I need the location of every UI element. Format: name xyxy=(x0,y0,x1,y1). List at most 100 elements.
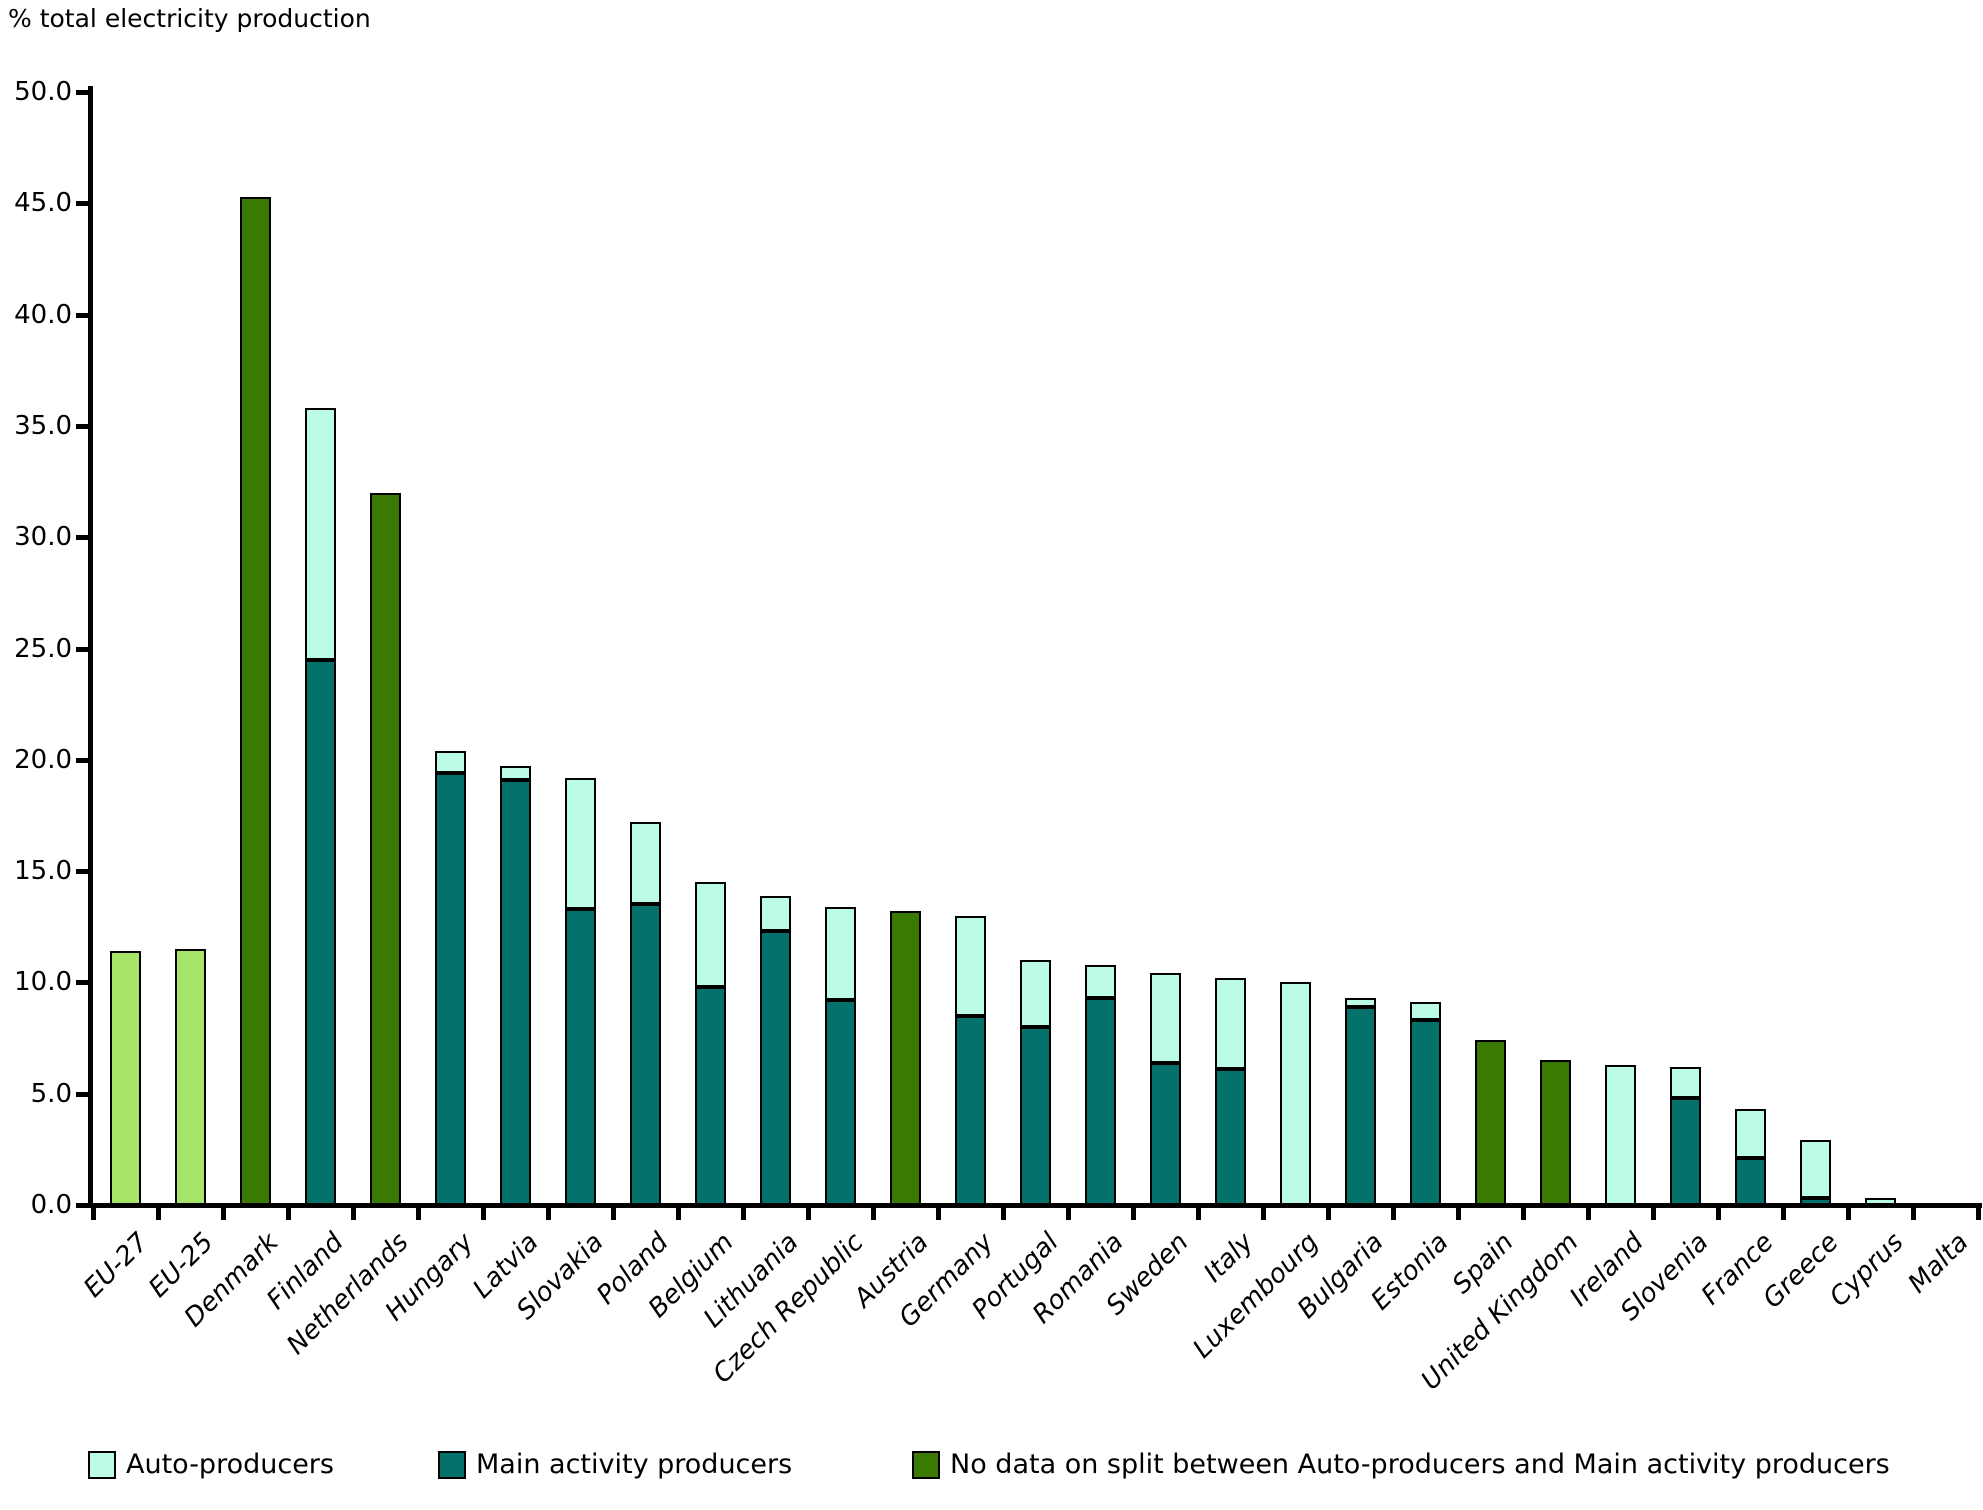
bar-segment-auto-belgium xyxy=(695,882,726,987)
x-tick xyxy=(1911,1205,1916,1220)
x-tick xyxy=(1001,1205,1006,1220)
y-tick-label: 30.0 xyxy=(14,522,72,553)
bar-segment-main-slovenia xyxy=(1670,1098,1701,1205)
y-tick-label: 35.0 xyxy=(14,410,72,441)
bar-segment-main-estonia xyxy=(1410,1020,1441,1205)
x-tick xyxy=(351,1205,356,1220)
bar-segment-main-sweden xyxy=(1150,1062,1181,1205)
x-tick xyxy=(611,1205,616,1220)
bar-segment-auto-ireland xyxy=(1605,1064,1636,1205)
y-tick xyxy=(76,312,91,318)
bar-segment-auto-estonia xyxy=(1410,1002,1441,1021)
y-tick xyxy=(76,90,91,95)
y-tick xyxy=(76,980,91,986)
bar-segment-auto-slovakia xyxy=(565,777,596,909)
bar-segment-main-latvia xyxy=(500,779,531,1205)
y-tick-label: 25.0 xyxy=(14,633,72,664)
x-tick xyxy=(1586,1205,1591,1220)
x-tick xyxy=(1521,1205,1526,1220)
no-data-split-swatch-icon xyxy=(912,1451,940,1479)
y-tick-label: 45.0 xyxy=(14,188,72,219)
x-tick xyxy=(1066,1205,1071,1220)
bar-segment-auto-germany xyxy=(955,915,986,1016)
bar-segment-main-finland xyxy=(305,659,336,1205)
legend-label: No data on split between Auto-producers … xyxy=(950,1449,1890,1480)
bar-segment-main-belgium xyxy=(695,986,726,1205)
x-tick xyxy=(741,1205,746,1220)
y-tick xyxy=(76,535,91,541)
bar-segment-main-italy xyxy=(1215,1069,1246,1205)
bar-segment-auto-bulgaria xyxy=(1345,997,1376,1007)
legend-label: Auto-producers xyxy=(126,1449,334,1480)
y-tick xyxy=(76,869,91,875)
bar-segment-auto-sweden xyxy=(1150,973,1181,1063)
x-axis-label-malta: Malta xyxy=(1902,1227,1975,1300)
bar-segment-main-france xyxy=(1735,1158,1766,1205)
y-tick-label: 10.0 xyxy=(14,967,72,998)
bar-segment-auto-finland xyxy=(305,408,336,660)
x-tick xyxy=(221,1205,226,1220)
y-tick xyxy=(76,1091,91,1097)
x-tick xyxy=(1846,1205,1851,1220)
bar-segment-auto-hungary xyxy=(435,750,466,774)
x-tick xyxy=(676,1205,681,1220)
y-tick xyxy=(76,423,91,429)
main-activity-producers-swatch-icon xyxy=(438,1451,466,1479)
bar-segment-auto-czech-republic xyxy=(825,906,856,1001)
bar-segment-main-portugal xyxy=(1020,1026,1051,1205)
bar-segment-auto-italy xyxy=(1215,977,1246,1070)
bar-segment-auto-france xyxy=(1735,1109,1766,1159)
x-tick xyxy=(156,1205,161,1220)
x-tick xyxy=(481,1205,486,1220)
bar-segment-main-czech-republic xyxy=(825,1000,856,1205)
bar-segment-nodata-netherlands xyxy=(370,492,401,1205)
x-tick xyxy=(1131,1205,1136,1220)
y-tick xyxy=(76,1203,91,1208)
y-tick xyxy=(76,201,91,207)
y-tick xyxy=(76,646,91,652)
y-tick-label: 50.0 xyxy=(14,77,72,107)
x-tick xyxy=(871,1205,876,1220)
x-axis-label-italy: Italy xyxy=(1197,1227,1260,1289)
y-tick-label: 40.0 xyxy=(14,299,72,330)
bar-segment-auto-greece xyxy=(1800,1140,1831,1199)
x-tick xyxy=(1716,1205,1721,1220)
bar-segment-nodata-austria xyxy=(890,911,921,1205)
x-tick xyxy=(91,1205,96,1220)
bar-segment-main-greece xyxy=(1800,1198,1831,1205)
x-tick xyxy=(1781,1205,1786,1220)
y-tick-label: 0.0 xyxy=(30,1190,72,1220)
bar-segment-main-bulgaria xyxy=(1345,1006,1376,1205)
x-axis-label-eu-27: EU-27 xyxy=(77,1227,155,1304)
bar-segment-auto-slovenia xyxy=(1670,1066,1701,1099)
x-tick xyxy=(416,1205,421,1220)
x-tick xyxy=(1651,1205,1656,1220)
x-tick xyxy=(286,1205,291,1220)
y-axis-title: % total electricity production xyxy=(8,4,371,33)
bar-segment-auto-cyprus xyxy=(1865,1198,1896,1205)
legend-label: Main activity producers xyxy=(476,1449,793,1480)
x-tick xyxy=(1261,1205,1266,1220)
x-tick xyxy=(1456,1205,1461,1220)
bar-segment-main-germany xyxy=(955,1015,986,1205)
x-tick xyxy=(1976,1205,1981,1220)
auto-producers-swatch-icon xyxy=(88,1451,116,1479)
y-tick-label: 15.0 xyxy=(14,856,72,887)
bar-segment-main-romania xyxy=(1085,997,1116,1205)
bar-segment-nodata-denmark xyxy=(240,196,271,1205)
bar-segment-eu-eu-25 xyxy=(175,949,206,1205)
x-tick xyxy=(1391,1205,1396,1220)
bar-segment-nodata-spain xyxy=(1475,1040,1506,1205)
bar-segment-auto-lithuania xyxy=(760,895,791,932)
x-tick xyxy=(806,1205,811,1220)
y-tick xyxy=(76,757,91,763)
bar-segment-auto-romania xyxy=(1085,964,1116,998)
y-tick-label: 20.0 xyxy=(14,744,72,775)
bar-segment-auto-latvia xyxy=(500,766,531,780)
bar-segment-auto-luxembourg xyxy=(1280,982,1311,1205)
bar-segment-auto-portugal xyxy=(1020,960,1051,1027)
bar-segment-auto-poland xyxy=(630,822,661,905)
y-tick-label: 5.0 xyxy=(30,1078,72,1109)
bar-segment-main-hungary xyxy=(435,773,466,1205)
